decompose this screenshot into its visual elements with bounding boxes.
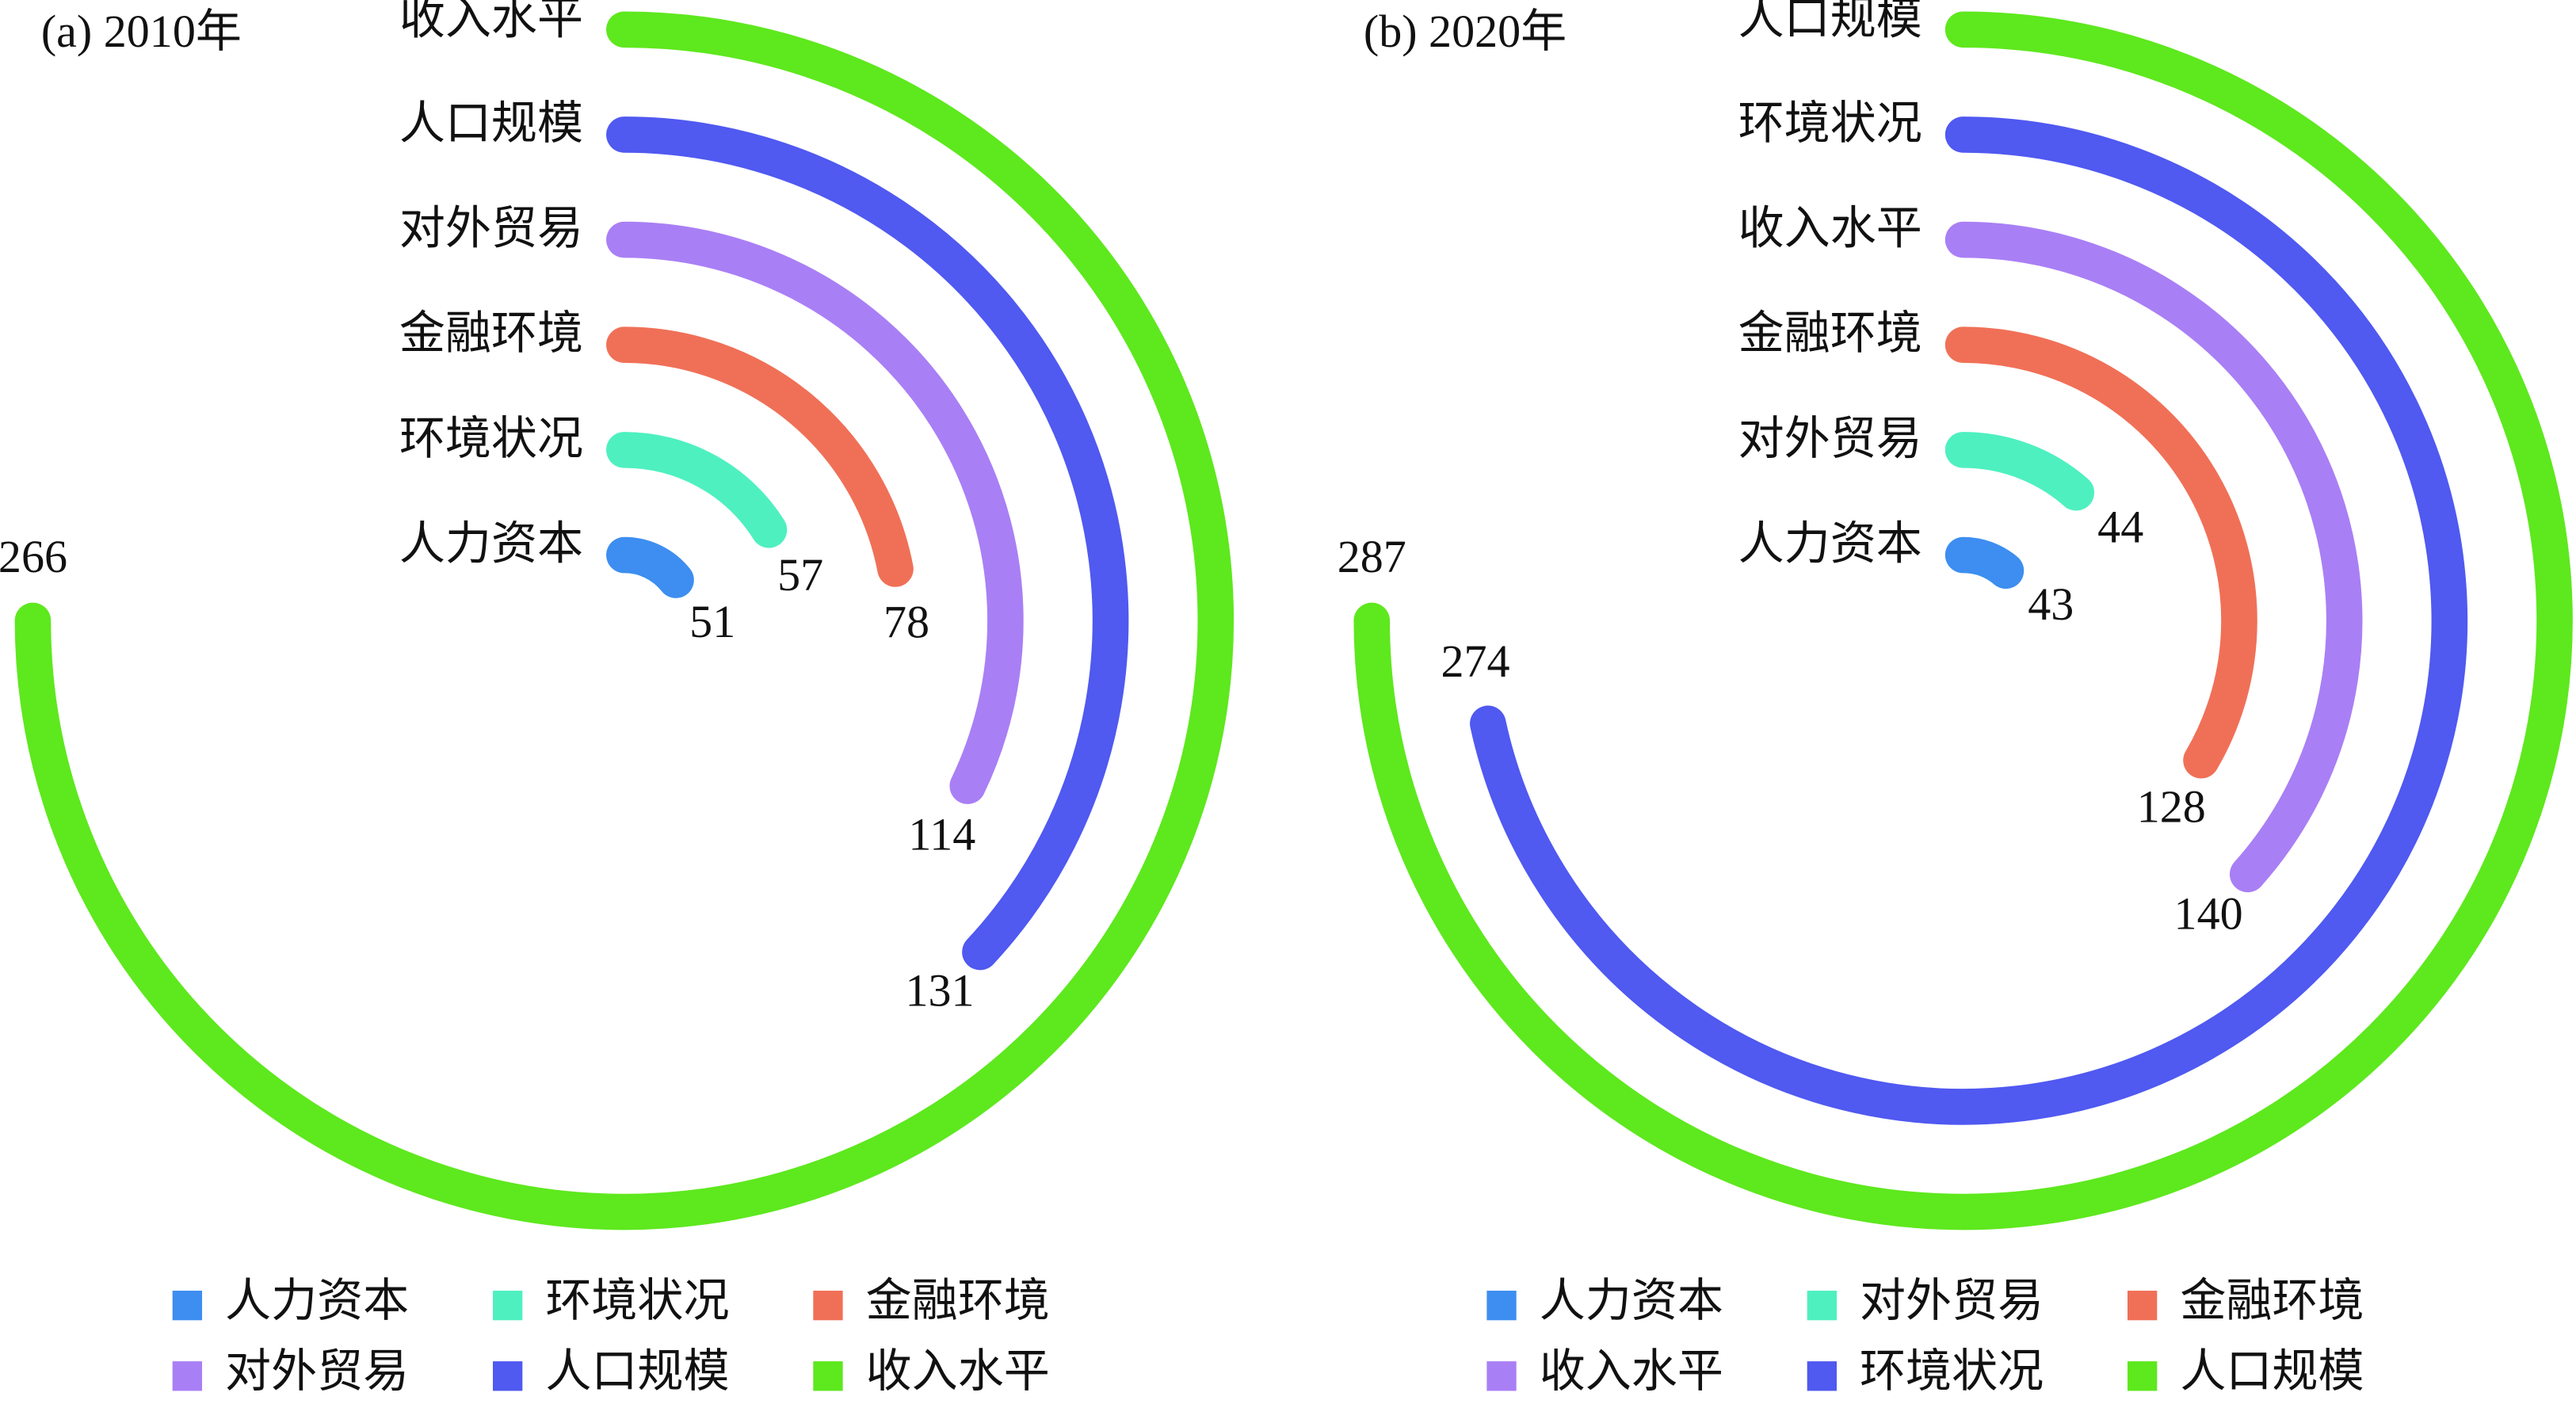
arc-bar (606, 432, 788, 548)
legend-label: 收入水平 (1540, 1345, 1723, 1397)
category-label: 对外贸易 (1738, 413, 1922, 464)
legend-swatch (813, 1361, 843, 1391)
legend-label: 人口规模 (545, 1345, 729, 1397)
category-label: 人口规模 (399, 97, 583, 149)
category-label: 环境状况 (1738, 97, 1922, 149)
legend-swatch (172, 1290, 203, 1321)
category-label: 人力资本 (399, 518, 583, 570)
legend-swatch (2127, 1361, 2158, 1391)
legend-swatch (2127, 1290, 2158, 1321)
legend-label: 收入水平 (866, 1345, 1050, 1397)
category-label: 人口规模 (1738, 0, 1922, 44)
value-label: 44 (2097, 501, 2143, 552)
legend-label: 人力资本 (1540, 1275, 1723, 1326)
value-label: 131 (906, 964, 975, 1016)
legend-label: 人力资本 (225, 1275, 409, 1326)
legend-swatch (172, 1361, 203, 1391)
category-label: 人力资本 (1738, 518, 1922, 570)
arc-bar (1944, 432, 2095, 511)
category-label: 收入水平 (1738, 203, 1922, 254)
arc-bar (1470, 116, 2468, 1125)
arc-bar (14, 11, 1235, 1230)
legend-swatch (813, 1290, 843, 1321)
chart-title: (a) 2010年 (41, 6, 242, 57)
category-label: 金融环境 (399, 307, 583, 359)
legend-swatch (1807, 1290, 1837, 1321)
category-label: 环境状况 (399, 413, 583, 464)
category-label: 金融环境 (1738, 307, 1922, 359)
legend-swatch (493, 1290, 523, 1321)
legend-swatch (493, 1361, 523, 1391)
arc-bar (606, 326, 914, 587)
value-label: 140 (2174, 887, 2243, 939)
arc-bar (606, 221, 1024, 804)
arc-bar (1353, 11, 2573, 1230)
value-label: 128 (2137, 780, 2206, 832)
value-label: 114 (908, 809, 975, 860)
value-label: 51 (689, 596, 735, 647)
legend-swatch (1486, 1361, 1517, 1391)
legend-swatch (1486, 1290, 1517, 1321)
value-label: 266 (0, 531, 67, 582)
legend-label: 金融环境 (866, 1275, 1050, 1326)
value-label: 43 (2028, 578, 2074, 630)
legend-label: 人口规模 (2180, 1345, 2364, 1397)
legend-label: 环境状况 (1860, 1345, 2044, 1397)
arc-bar (1944, 536, 2025, 589)
value-label: 274 (1441, 635, 1510, 687)
arc-bar (1944, 221, 2363, 893)
arc-bar (606, 116, 1129, 971)
arc-bar (1944, 326, 2257, 779)
legend-label: 对外贸易 (225, 1345, 409, 1397)
category-label: 收入水平 (399, 0, 583, 44)
value-label: 287 (1338, 531, 1406, 582)
legend-label: 环境状况 (545, 1275, 729, 1326)
chart-title: (b) 2020年 (1364, 6, 1567, 57)
arc-bar (606, 536, 694, 598)
category-label: 对外贸易 (399, 203, 583, 254)
legend-label: 金融环境 (2180, 1275, 2364, 1326)
legend-swatch (1807, 1361, 1837, 1391)
legend-label: 对外贸易 (1860, 1275, 2044, 1326)
value-label: 57 (777, 549, 823, 601)
value-label: 78 (883, 597, 929, 648)
